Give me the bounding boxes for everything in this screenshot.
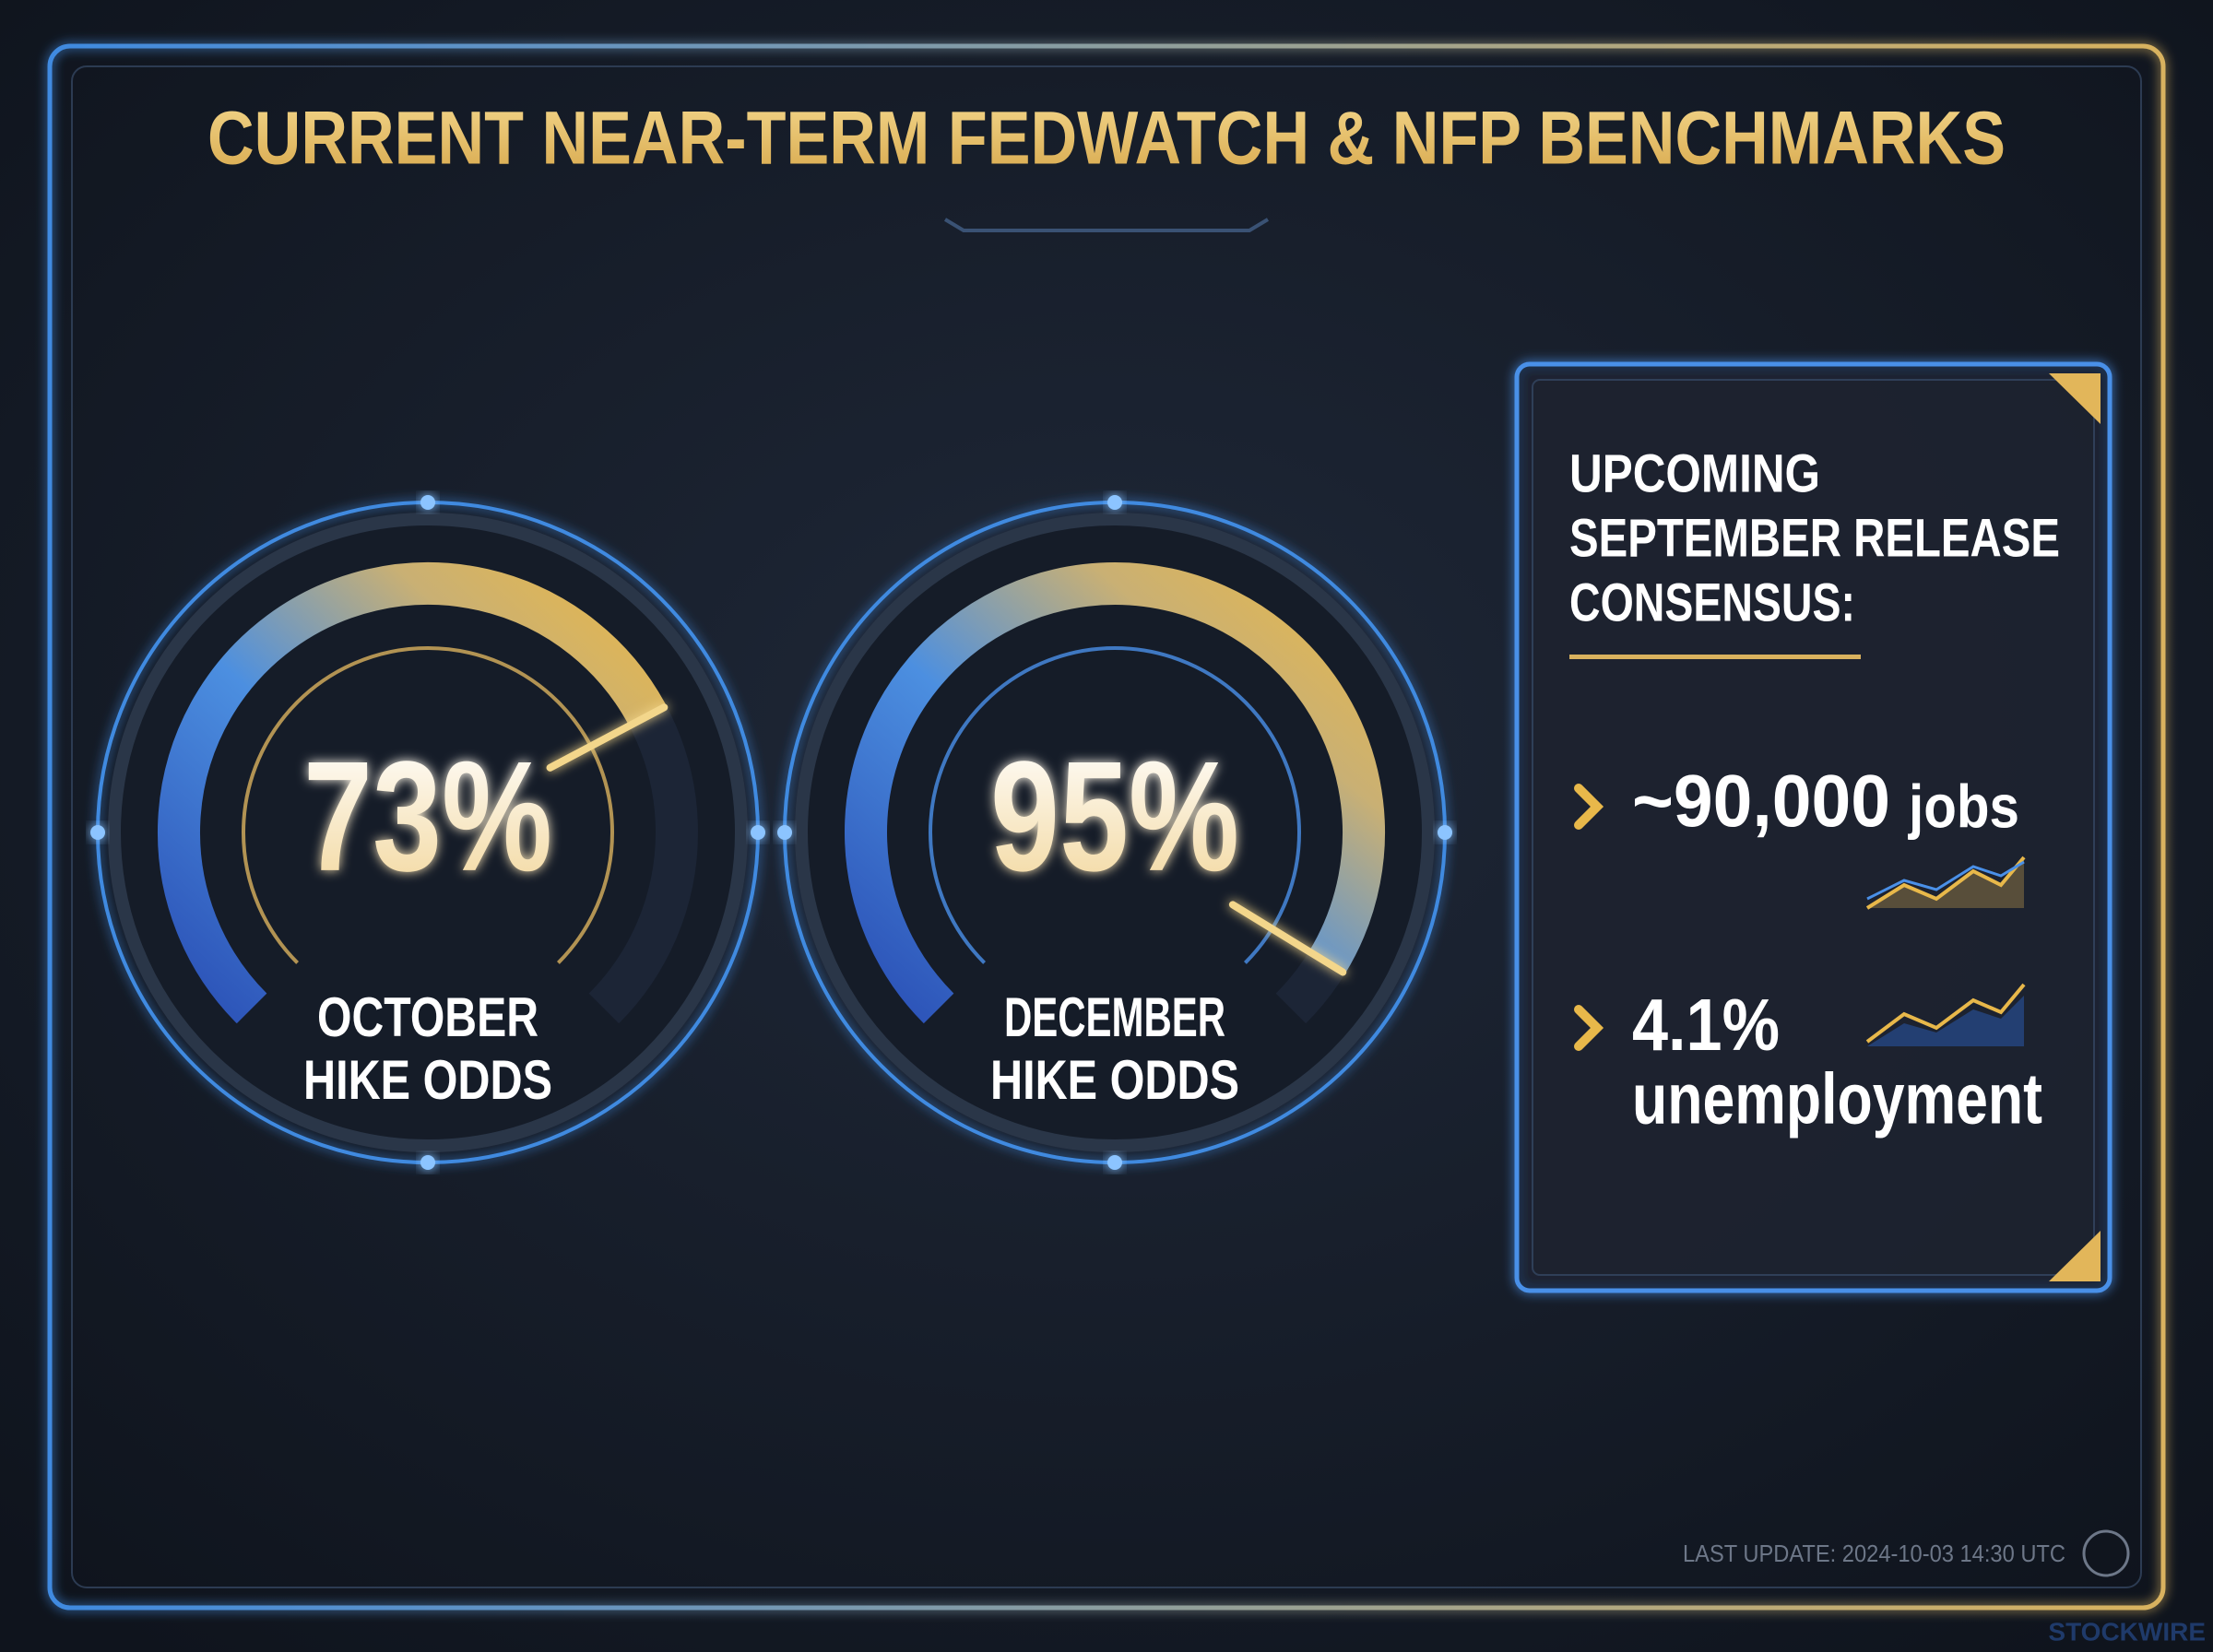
- title-ornament: [943, 218, 1270, 232]
- item-unit: jobs: [1907, 772, 2019, 840]
- globe-icon: [2082, 1529, 2130, 1577]
- ring-node: [420, 1155, 435, 1170]
- gauge-value: 95%: [990, 729, 1239, 904]
- ring-node: [1107, 1155, 1122, 1170]
- outer-frame: [47, 43, 2166, 1611]
- ring-node: [1107, 495, 1122, 510]
- title: CURRENT NEAR-TERM FEDWATCH & NFP BENCHMA…: [207, 97, 2006, 181]
- item-figure: 4.1%: [1632, 984, 1780, 1066]
- sparkline-icon: [1867, 996, 2024, 1046]
- gauge-inner-ring: [929, 645, 1301, 964]
- gauge-fill: [845, 562, 1385, 1024]
- panel-underline: [1569, 655, 1861, 659]
- corner-accent: [2049, 1231, 2101, 1281]
- panel-title: SEPTEMBER RELEASE: [1569, 508, 2060, 568]
- sparkline-icon: [1865, 856, 2026, 910]
- sparkline-icon: [1865, 983, 2026, 1044]
- gauge-value: 73%: [303, 729, 552, 904]
- bullet: [1574, 1005, 1604, 1051]
- sparkline-icon: [1867, 857, 2024, 908]
- item-unit: unemployment: [1632, 1058, 2042, 1139]
- ring-node: [751, 825, 765, 840]
- gauge-label: OCTOBER: [317, 986, 538, 1048]
- brand: STOCKWIRE: [2048, 1617, 2206, 1646]
- corner-accent: [2049, 373, 2101, 424]
- bullet: [1574, 784, 1604, 830]
- last-update: LAST UPDATE: 2024-10-03 14:30 UTC: [1683, 1540, 2065, 1567]
- item-figure: ~90,000: [1632, 760, 1890, 842]
- gauge-fill: [158, 562, 667, 1024]
- gauge-inner-ring: [242, 645, 614, 964]
- panel-inner: [1532, 379, 2095, 1276]
- panel-frame: [1514, 361, 2112, 1293]
- ring-node: [90, 825, 105, 840]
- gauge-body: [108, 513, 748, 1152]
- gauge-body: [795, 513, 1435, 1152]
- gauge-label: DECEMBER: [1004, 986, 1225, 1048]
- panel-title: CONSENSUS:: [1569, 572, 1855, 632]
- gauge-label: HIKE ODDS: [990, 1049, 1239, 1111]
- ring-node: [777, 825, 792, 840]
- gauge-needle: [546, 703, 669, 772]
- panel-title: UPCOMING: [1569, 443, 1820, 503]
- inner-frame: [71, 65, 2142, 1588]
- gauge-needle: [1228, 901, 1347, 976]
- ring-node: [420, 495, 435, 510]
- gauge-label: HIKE ODDS: [303, 1049, 552, 1111]
- ring-node: [1438, 825, 1452, 840]
- sparkline-icon: [1866, 860, 2025, 901]
- consensus-panel: UPCOMING SEPTEMBER RELEASE CONSENSUS: ~9…: [1514, 361, 2112, 1293]
